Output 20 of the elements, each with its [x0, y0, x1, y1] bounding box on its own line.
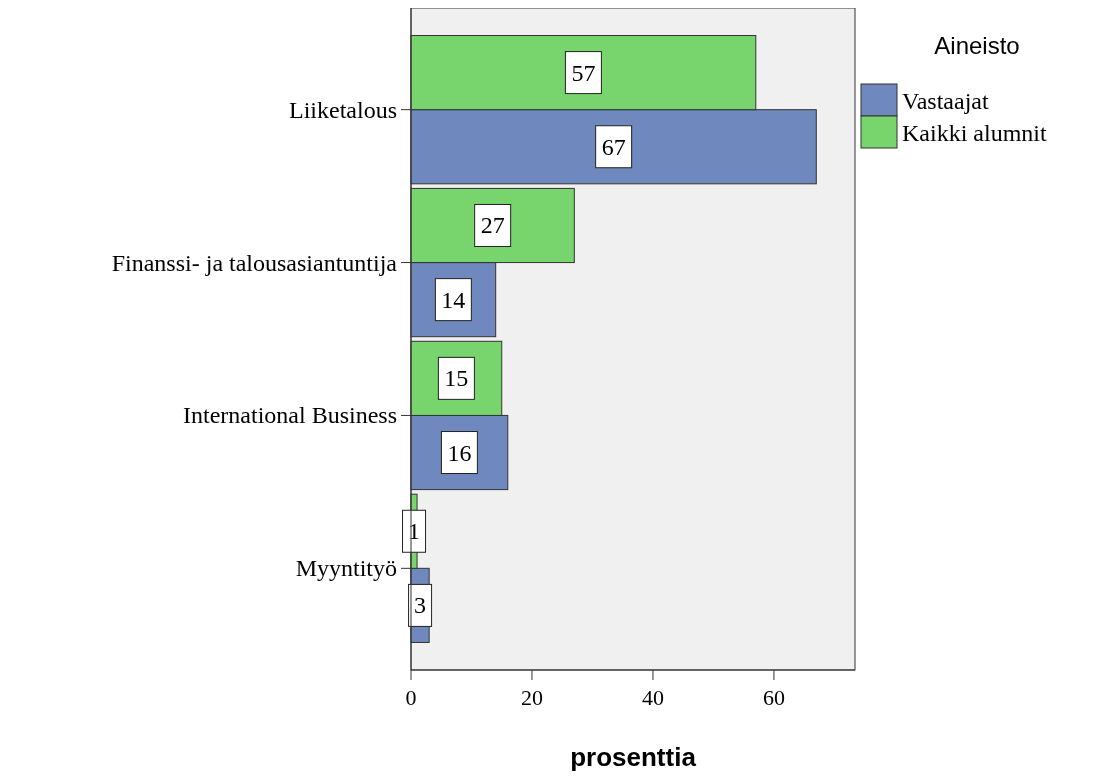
y-tick-label: International Business — [183, 402, 397, 429]
data-label: 1 — [408, 518, 421, 545]
x-axis-title: prosenttia — [570, 742, 697, 772]
legend-label: Vastaajat — [902, 88, 989, 114]
y-tick-label: Myyntityö — [295, 555, 397, 582]
legend-label: Kaikki alumnit — [902, 120, 1047, 146]
y-tick-label: Liiketalous — [289, 96, 397, 123]
data-label: 3 — [414, 592, 427, 619]
data-label: 16 — [447, 439, 472, 466]
data-label: 67 — [601, 133, 626, 160]
data-label: 57 — [571, 59, 596, 86]
data-label: 15 — [444, 365, 469, 392]
x-tick-label: 20 — [520, 685, 543, 710]
y-tick-label: Finanssi- ja talousasiantuntija — [111, 249, 398, 276]
data-label: 14 — [441, 286, 466, 313]
x-tick-label: 40 — [641, 685, 664, 710]
x-tick-label: 0 — [405, 685, 417, 710]
data-label: 27 — [480, 212, 505, 239]
legend-title: Aineisto — [934, 32, 1020, 59]
x-tick-label: 60 — [762, 685, 785, 710]
